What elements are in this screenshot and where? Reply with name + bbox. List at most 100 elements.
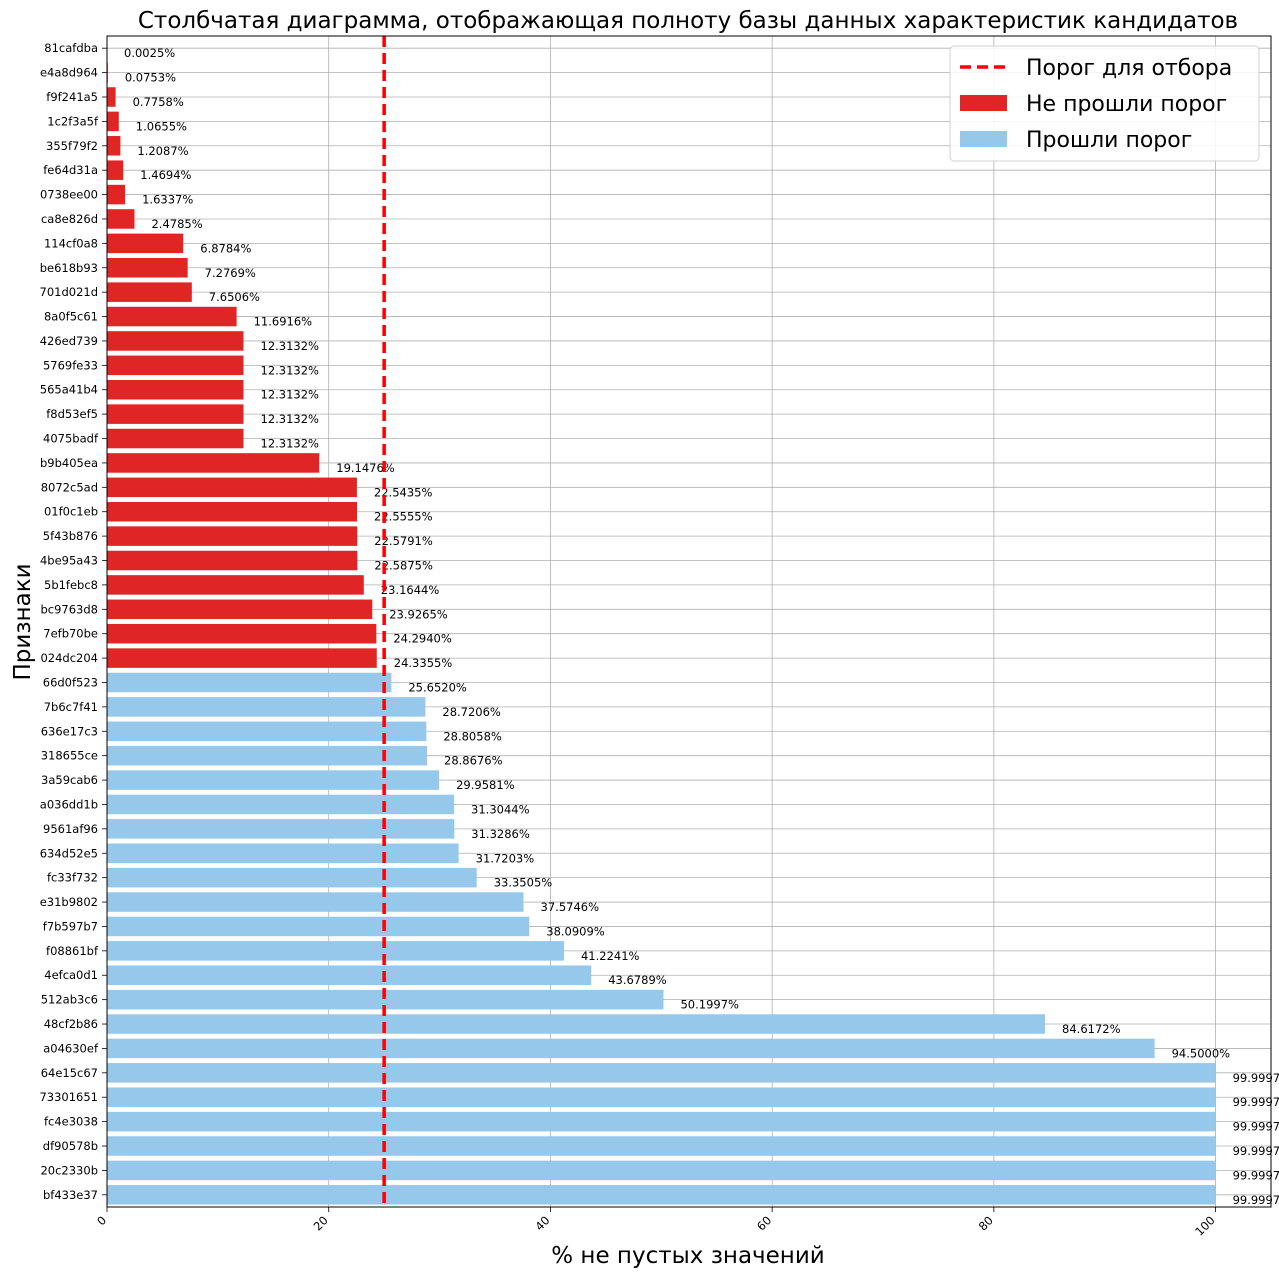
bar [107, 989, 664, 1010]
category-tick-label: fc4e3038 [44, 1115, 98, 1129]
category-tick-label: 114cf0a8 [44, 236, 98, 250]
category-tick-label: 1c2f3a5f [47, 114, 99, 128]
category-tick-label: 7b6c7f41 [44, 700, 98, 714]
value-label: 37.5746% [541, 900, 600, 914]
bar [107, 745, 428, 766]
value-label: 0.0753% [125, 71, 176, 85]
value-label: 7.6506% [209, 290, 260, 304]
bar [107, 331, 244, 351]
legend-passed-swatch [960, 131, 1007, 147]
category-tick-label: 3a59cab6 [41, 773, 98, 787]
bar [107, 379, 244, 400]
category-tick-label: 81cafdba [44, 41, 98, 55]
category-tick-label: 426ed739 [40, 334, 98, 348]
bar [107, 477, 357, 498]
value-label: 24.3355% [394, 656, 453, 670]
bar [107, 1063, 1216, 1083]
bar [107, 160, 124, 180]
category-tick-label: 5b1febc8 [44, 578, 98, 592]
value-label: 23.9265% [389, 607, 448, 621]
bar [107, 184, 126, 205]
category-tick-label: a036dd1b [40, 797, 98, 811]
value-label: 2.4785% [151, 217, 202, 231]
category-tick-label: fe64d31a [43, 163, 98, 177]
category-tick-label: df90578b [43, 1139, 98, 1153]
bar [107, 794, 455, 815]
category-tick-label: e31b9802 [40, 895, 98, 909]
x-tick-label: 80 [976, 1213, 996, 1233]
value-label: 38.0909% [546, 924, 605, 938]
value-label: 7.2769% [205, 266, 256, 280]
category-tick-label: 701d021d [40, 285, 99, 299]
category-tick-label: be618b93 [40, 261, 98, 275]
bar [107, 672, 392, 693]
legend-label: Прошли порог [1026, 128, 1192, 153]
legend-box [949, 45, 1260, 162]
category-tick-label: b9b405ea [40, 456, 98, 470]
category-tick-label: 4075badf [43, 432, 99, 446]
plot-area: 81cafdba 0.0025% e4a8d964 0.0753% f9f241a5 0.… [39, 35, 1279, 1239]
bar [107, 428, 244, 449]
value-label: 6.8784% [200, 241, 251, 255]
bar [107, 867, 477, 888]
bar [107, 697, 426, 717]
bar [107, 453, 320, 473]
category-tick-label: 512ab3c6 [41, 993, 98, 1007]
bar [107, 111, 119, 132]
value-label: 84.6172% [1062, 1022, 1121, 1036]
bar [107, 1014, 1046, 1034]
value-label: 28.8676% [444, 754, 503, 768]
category-tick-label: 48cf2b86 [44, 1017, 98, 1031]
category-tick-label: bf433e37 [43, 1188, 98, 1202]
category-tick-label: 73301651 [39, 1090, 98, 1104]
value-label: 22.5555% [374, 510, 433, 524]
bar [107, 1038, 1155, 1059]
category-tick-label: e4a8d964 [40, 66, 98, 80]
category-tick-label: 01f0c1eb [44, 505, 98, 519]
bar [107, 941, 564, 961]
value-label: 12.3132% [261, 363, 320, 377]
value-label: 31.3044% [471, 802, 530, 816]
category-tick-label: 4efca0d1 [44, 968, 98, 982]
bar [107, 233, 184, 254]
value-label: 23.1644% [381, 583, 440, 597]
category-tick-label: 20c2330b [40, 1163, 98, 1177]
bar [107, 209, 135, 229]
bar [107, 87, 116, 107]
bar [107, 258, 188, 278]
value-label: 0.7758% [133, 95, 184, 109]
value-label: 1.4694% [140, 168, 191, 182]
chart-title: Столбчатая диаграмма, отображающая полно… [138, 8, 1238, 34]
value-label: 28.8058% [443, 729, 502, 743]
bar [107, 550, 358, 571]
category-tick-label: 0738ee00 [40, 188, 98, 202]
value-label: 41.2241% [581, 949, 640, 963]
value-label: 25.6520% [408, 680, 467, 694]
bar [107, 1087, 1216, 1107]
bar [107, 819, 455, 839]
bar [107, 404, 244, 424]
value-label: 99.9997% [1233, 1193, 1279, 1207]
value-label: 1.0655% [136, 119, 187, 133]
bar [107, 965, 592, 985]
bar [107, 501, 358, 522]
x-tick-label: 40 [532, 1213, 552, 1233]
value-label: 99.9997% [1233, 1120, 1279, 1134]
category-tick-label: 636e17c3 [41, 724, 98, 738]
value-label: 99.9997% [1233, 1071, 1279, 1085]
legend-label: Не прошли порог [1026, 92, 1227, 117]
x-tick-label: 0 [94, 1213, 109, 1228]
value-label: 22.5791% [374, 534, 433, 548]
legend-label: Порог для отбора [1026, 56, 1232, 81]
category-tick-label: 8072c5ad [41, 480, 98, 494]
bar [107, 721, 427, 742]
value-label: 31.3286% [471, 827, 530, 841]
value-label: 22.5875% [374, 559, 433, 573]
legend-failed-swatch [960, 95, 1007, 111]
bar [107, 306, 237, 327]
category-tick-label: 565a41b4 [40, 383, 98, 397]
bar [107, 916, 530, 937]
category-tick-label: f8d53ef5 [46, 407, 98, 421]
value-label: 99.9997% [1233, 1168, 1279, 1182]
value-label: 24.2940% [393, 632, 452, 646]
